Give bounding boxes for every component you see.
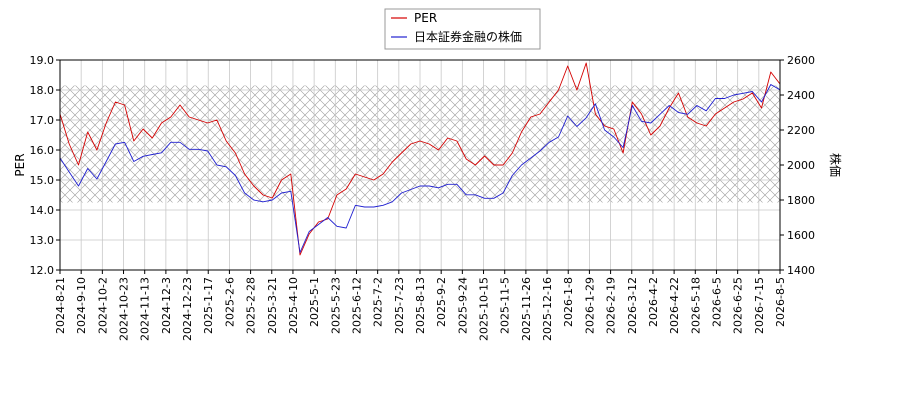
x-tick-label: 2026-4-2: [647, 277, 660, 327]
x-tick-label: 2025-2-6: [223, 277, 236, 327]
y-axis-left-label: PER: [13, 153, 27, 176]
y-left-tick-label: 15.0: [30, 174, 55, 187]
x-tick-label: 2026-6-25: [732, 277, 745, 334]
y-right-tick-label: 2400: [787, 89, 815, 102]
x-tick-label: 2025-11-5: [499, 277, 512, 334]
x-axis-ticks: 2024-8-21 2024-9-10 2024-10-2 2024-10-23 202…: [54, 270, 787, 341]
x-tick-label: 2026-7-15: [753, 277, 766, 334]
x-tick-label: 2026-1-29: [583, 277, 596, 334]
x-tick-label: 2025-8-13: [414, 277, 427, 334]
x-tick-label: 2026-4-22: [668, 277, 681, 334]
y-left-tick-label: 19.0: [30, 54, 55, 67]
y-left-tick-label: 16.0: [30, 144, 55, 157]
x-tick-label: 2024-12-3: [160, 277, 173, 334]
x-tick-label: 2025-5-23: [329, 277, 342, 334]
y-left-tick-label: 14.0: [30, 204, 55, 217]
x-tick-label: 2026-2-19: [605, 277, 618, 334]
x-tick-label: 2025-7-2: [372, 277, 385, 327]
y-right-tick-label: 2600: [787, 54, 815, 67]
x-tick-label: 2025-3-21: [266, 277, 279, 334]
y-left-tick-label: 17.0: [30, 114, 55, 127]
legend-label-stock: 日本証券金融の株価: [414, 29, 522, 44]
legend: PER 日本証券金融の株価: [384, 8, 541, 50]
x-tick-label: 2025-11-26: [520, 277, 533, 341]
y-axis-left-ticks: 12.0 13.0 14.0 15.0 16.0 17.0 18.0 19.0: [30, 54, 60, 277]
x-tick-label: 2025-5-1: [308, 277, 321, 327]
x-tick-label: 2024-9-10: [75, 277, 88, 334]
y-left-tick-label: 12.0: [30, 264, 55, 277]
legend-label-per: PER: [414, 11, 437, 25]
series-line-stock-price: [59, 84, 781, 253]
x-tick-label: 2024-10-2: [96, 277, 109, 334]
y-left-tick-label: 13.0: [30, 234, 55, 247]
x-tick-label: 2024-8-21: [54, 277, 67, 334]
y-right-tick-label: 1600: [787, 229, 815, 242]
x-tick-label: 2025-6-12: [350, 277, 363, 334]
x-tick-label: 2025-7-23: [393, 277, 406, 334]
y-right-tick-label: 1400: [787, 264, 815, 277]
x-tick-label: 2025-12-16: [541, 277, 554, 341]
x-tick-label: 2024-11-13: [139, 277, 152, 341]
y-left-tick-label: 18.0: [30, 84, 55, 97]
y-right-tick-label: 2200: [787, 124, 815, 137]
y-axis-right-ticks: 1400 1600 1800 2000 2200 2400 2600: [780, 54, 815, 277]
x-tick-label: 2026-1-8: [562, 277, 575, 327]
x-tick-label: 2025-9-2: [435, 277, 448, 327]
y-right-tick-label: 1800: [787, 194, 815, 207]
x-tick-label: 2025-2-28: [245, 277, 258, 334]
x-tick-label: 2026-3-12: [626, 277, 639, 334]
x-tick-label: 2025-9-24: [456, 277, 469, 334]
x-tick-label: 2025-4-10: [287, 277, 300, 334]
x-tick-label: 2024-12-23: [181, 277, 194, 341]
y-right-tick-label: 2000: [787, 159, 815, 172]
x-tick-label: 2025-1-17: [202, 277, 215, 334]
x-tick-label: 2026-6-5: [710, 277, 723, 327]
y-axis-right-label: 株価: [828, 153, 843, 177]
x-tick-label: 2026-5-18: [689, 277, 702, 334]
series-lines: [59, 62, 781, 256]
x-tick-label: 2026-8-5: [774, 277, 787, 327]
x-tick-label: 2025-10-15: [478, 277, 491, 341]
x-tick-label: 2024-10-23: [118, 277, 131, 341]
series-line-per: [59, 62, 781, 256]
